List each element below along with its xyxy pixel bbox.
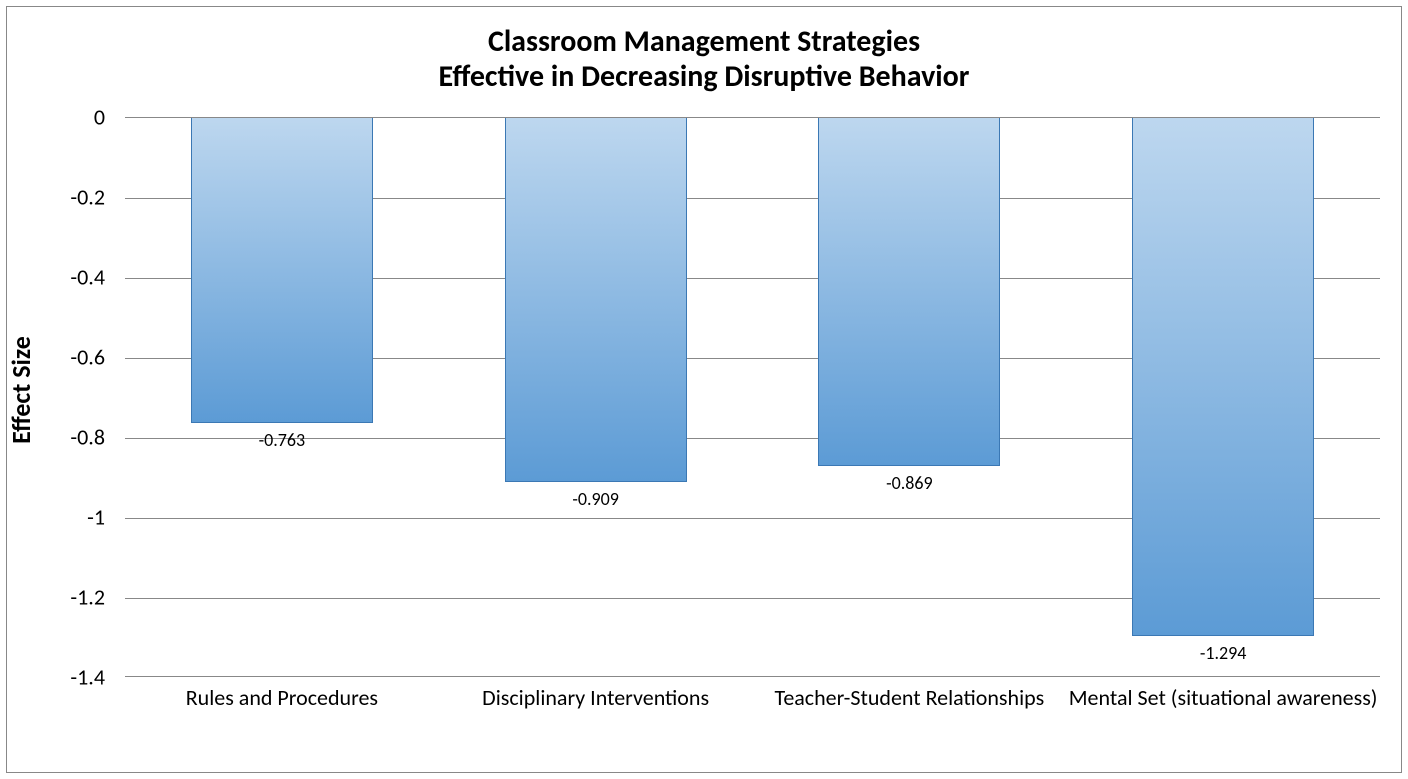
y-axis-label: Effect Size (5, 336, 37, 444)
y-tick-label: -0.4 (45, 264, 105, 291)
x-category-label: Disciplinary Interventions (439, 685, 753, 710)
x-category-label: Rules and Procedures (125, 685, 439, 710)
bar (1132, 118, 1314, 636)
x-category-label: Mental Set (situational awareness) (1066, 685, 1380, 710)
y-tick-label: -1.2 (45, 584, 105, 611)
y-tick-label: 0 (45, 104, 105, 131)
chart-title-line1: Classroom Management Strategies (7, 25, 1401, 60)
plot-area: -0.763 -0.909 -0.869 -1.294 (125, 117, 1380, 677)
bar (818, 118, 1000, 466)
y-tick-label: -1 (45, 504, 105, 531)
bar-value-label: -0.909 (496, 488, 696, 510)
chart-title: Classroom Management Strategies Effectiv… (7, 25, 1401, 94)
y-tick-label: -1.4 (45, 664, 105, 691)
y-tick-label: -0.8 (45, 424, 105, 451)
bar (505, 118, 687, 482)
x-category-label: Teacher-Student Relationships (753, 685, 1067, 710)
chart-title-line2: Effective in Decreasing Disruptive Behav… (7, 60, 1401, 95)
bar-value-label: -0.763 (182, 429, 382, 451)
bar-value-label: -0.869 (809, 472, 1009, 494)
bar (191, 118, 373, 423)
chart-frame: Classroom Management Strategies Effectiv… (6, 6, 1402, 773)
y-tick-label: -0.2 (45, 184, 105, 211)
bar-value-label: -1.294 (1123, 642, 1323, 664)
y-tick-label: -0.6 (45, 344, 105, 371)
